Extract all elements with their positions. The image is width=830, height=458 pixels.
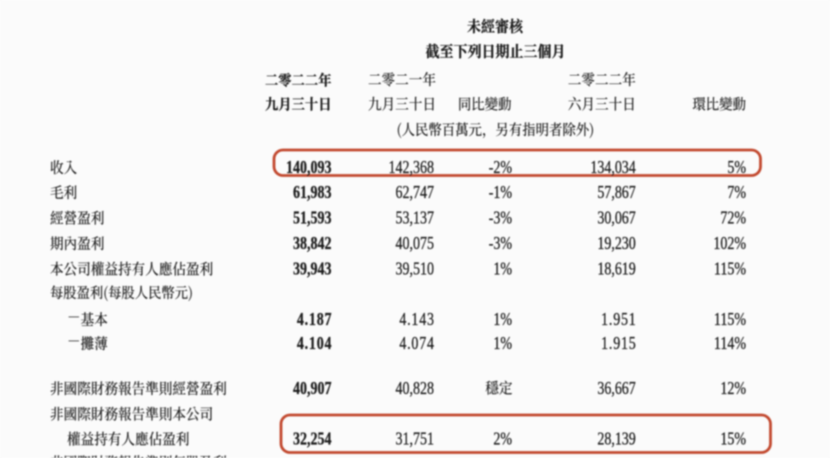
svg-text:4.074: 4.074 [399, 333, 434, 353]
svg-text:61,983: 61,983 [293, 182, 331, 202]
svg-text:114%: 114% [714, 333, 746, 353]
svg-text:57,867: 57,867 [597, 182, 635, 202]
svg-text:53,137: 53,137 [396, 208, 434, 228]
svg-text:40,828: 40,828 [396, 378, 434, 398]
svg-text:140,093: 140,093 [286, 157, 331, 177]
svg-text:32,254: 32,254 [293, 429, 331, 449]
svg-text:2%: 2% [493, 429, 512, 449]
svg-text:31,751: 31,751 [396, 429, 434, 449]
svg-text:1%: 1% [493, 309, 512, 329]
svg-text:40,907: 40,907 [293, 378, 331, 398]
svg-text:142,368: 142,368 [389, 157, 434, 177]
svg-text:1.951: 1.951 [601, 309, 636, 329]
svg-text:134,034: 134,034 [590, 157, 635, 177]
svg-text:12%: 12% [720, 378, 746, 398]
svg-text:115%: 115% [714, 309, 746, 329]
svg-text:36,667: 36,667 [597, 378, 635, 398]
svg-text:7%: 7% [727, 182, 746, 202]
svg-text:51,593: 51,593 [293, 208, 331, 228]
svg-text:40,075: 40,075 [396, 233, 434, 253]
svg-text:4.104: 4.104 [297, 333, 332, 353]
svg-text:15%: 15% [720, 429, 746, 449]
svg-text:-3%: -3% [489, 233, 512, 253]
svg-text:1.915: 1.915 [601, 333, 636, 353]
svg-text:-2%: -2% [489, 157, 512, 177]
svg-text:38,842: 38,842 [293, 233, 331, 253]
svg-text:-1%: -1% [489, 182, 512, 202]
svg-text:115%: 115% [714, 259, 746, 279]
svg-text:28,139: 28,139 [597, 429, 635, 449]
svg-text:39,943: 39,943 [293, 259, 331, 279]
svg-text:-3%: -3% [489, 208, 512, 228]
svg-text:5%: 5% [727, 157, 746, 177]
svg-text:72%: 72% [720, 208, 746, 228]
svg-text:18,619: 18,619 [597, 259, 635, 279]
svg-text:4.143: 4.143 [399, 309, 434, 329]
svg-text:39,510: 39,510 [396, 259, 434, 279]
svg-text:62,747: 62,747 [396, 182, 434, 202]
svg-text:102%: 102% [713, 233, 746, 253]
svg-text:30,067: 30,067 [597, 208, 635, 228]
svg-text:4.187: 4.187 [297, 309, 332, 329]
svg-text:1%: 1% [493, 259, 512, 279]
svg-text:19,230: 19,230 [597, 233, 635, 253]
svg-text:1%: 1% [493, 333, 512, 353]
